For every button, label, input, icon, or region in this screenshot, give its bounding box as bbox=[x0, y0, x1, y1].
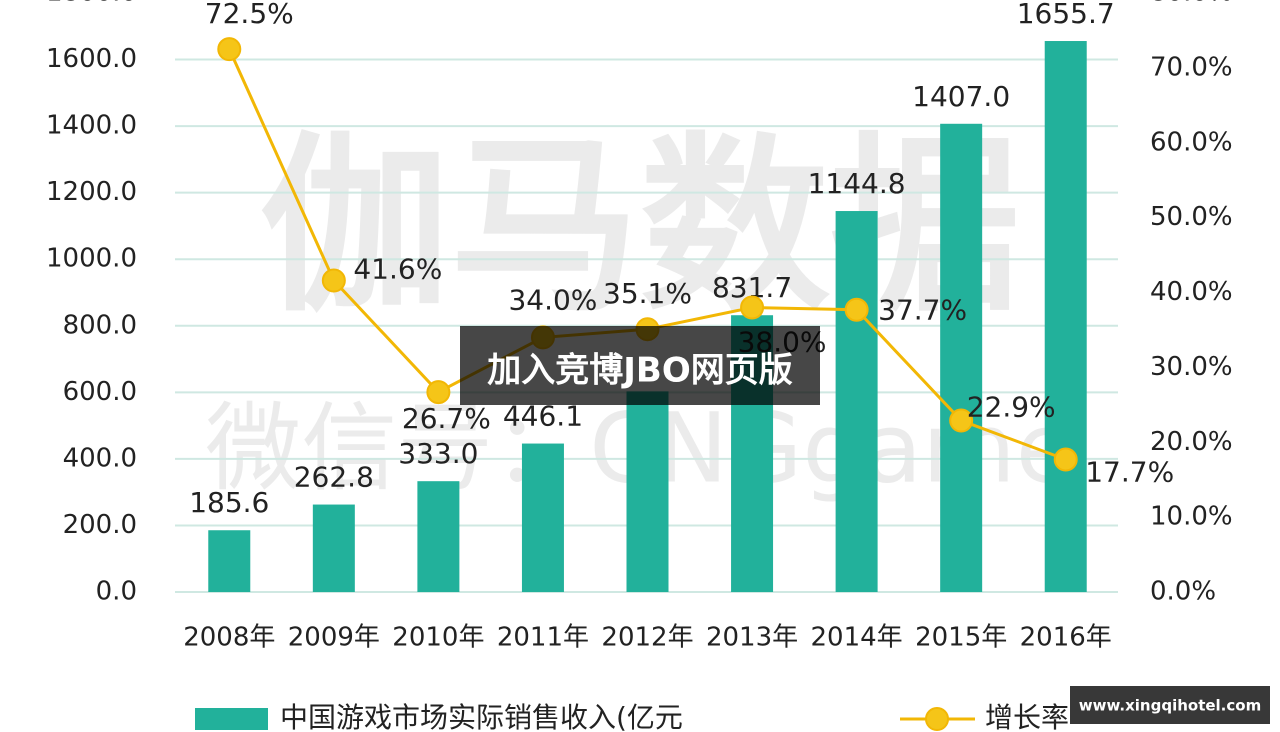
y2-tick-label: 70.0% bbox=[1150, 52, 1233, 82]
overlay-text: 加入竞博JBO网页版 bbox=[487, 351, 792, 391]
line-value-label: 72.5% bbox=[205, 0, 294, 30]
y2-tick-label: 30.0% bbox=[1150, 352, 1233, 382]
x-tick-label: 2010年 bbox=[392, 623, 484, 653]
line-value-label: 34.0% bbox=[508, 283, 597, 316]
x-tick-label: 2008年 bbox=[183, 623, 275, 653]
bar-value-label: 1144.8 bbox=[808, 167, 906, 200]
bar-value-label: 262.8 bbox=[294, 461, 374, 494]
bar bbox=[940, 123, 983, 592]
y-tick-label: 400.0 bbox=[63, 443, 137, 473]
x-tick-label: 2009年 bbox=[288, 623, 380, 653]
bar-value-label: 1407.0 bbox=[912, 80, 1010, 113]
x-tick-label: 2013年 bbox=[706, 623, 798, 653]
x-tick-label: 2011年 bbox=[497, 623, 589, 653]
bar-value-label: 333.0 bbox=[398, 437, 478, 470]
y2-tick-label: 60.0% bbox=[1150, 127, 1233, 157]
y2-tick-label: 10.0% bbox=[1150, 502, 1233, 532]
x-tick-label: 2015年 bbox=[915, 623, 1007, 653]
growth-point bbox=[321, 268, 346, 293]
line-value-label: 35.1% bbox=[603, 277, 692, 310]
legend-label: 中国游戏市场实际销售收入(亿元 bbox=[280, 701, 683, 732]
y-tick-label: 1400.0 bbox=[46, 111, 137, 141]
y-tick-label: 1200.0 bbox=[46, 177, 137, 207]
bar bbox=[521, 443, 564, 592]
line-value-label: 37.7% bbox=[878, 294, 967, 327]
bar-value-label: 446.1 bbox=[503, 400, 583, 433]
y-tick-label: 1000.0 bbox=[46, 244, 137, 274]
y-tick-label: 600.0 bbox=[63, 377, 137, 407]
bar bbox=[1044, 41, 1087, 592]
y2-tick-label: 0.0% bbox=[1150, 577, 1216, 607]
y-tick-label: 0.0 bbox=[96, 577, 137, 607]
y-tick-label: 1600.0 bbox=[46, 44, 137, 74]
x-tick-label: 2016年 bbox=[1020, 623, 1112, 653]
site-text: www.xingqihotel.com bbox=[1079, 697, 1261, 715]
bar-value-label: 185.6 bbox=[189, 486, 269, 519]
bar bbox=[417, 481, 460, 592]
growth-point bbox=[949, 408, 974, 433]
watermark: 伽马数据 bbox=[260, 116, 1020, 337]
bar-value-label: 1655.7 bbox=[1017, 0, 1115, 30]
x-tick-label: 2012年 bbox=[601, 623, 693, 653]
y2-tick-label: 40.0% bbox=[1150, 277, 1233, 307]
growth-point bbox=[426, 380, 451, 405]
y-tick-label: 200.0 bbox=[63, 510, 137, 540]
bar bbox=[208, 530, 251, 592]
site-badge bbox=[1070, 686, 1270, 724]
line-value-label: 41.6% bbox=[353, 253, 442, 286]
growth-point bbox=[1053, 447, 1078, 472]
growth-point bbox=[217, 37, 242, 62]
bar bbox=[312, 504, 355, 592]
bar bbox=[835, 211, 878, 592]
y2-tick-label: 20.0% bbox=[1150, 427, 1233, 457]
overlay-banner bbox=[460, 326, 820, 405]
legend-label: 增长率 bbox=[985, 701, 1069, 732]
x-tick-label: 2014年 bbox=[811, 623, 903, 653]
growth-point bbox=[740, 295, 765, 320]
bar bbox=[626, 391, 669, 592]
growth-point bbox=[844, 297, 869, 322]
legend-swatch bbox=[195, 708, 268, 730]
legend-swatch bbox=[925, 707, 949, 731]
y2-tick-label: 50.0% bbox=[1150, 202, 1233, 232]
y2-tick-label: 80.0% bbox=[1150, 0, 1233, 8]
y-tick-label: 800.0 bbox=[63, 310, 137, 340]
line-value-label: 17.7% bbox=[1085, 455, 1174, 488]
line-value-label: 22.9% bbox=[967, 391, 1056, 424]
line-value-label: 26.7% bbox=[402, 402, 491, 435]
y-tick-label: 1800.0 bbox=[46, 0, 137, 8]
